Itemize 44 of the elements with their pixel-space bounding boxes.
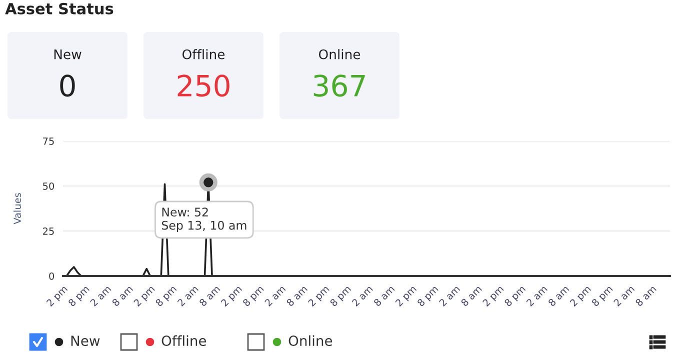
- x-tick-label: 8 am: [460, 285, 482, 307]
- text: 0: [60, 74, 75, 97]
- legend-label: Offline: [162, 335, 206, 346]
- x-tick-label: 8 am: [286, 285, 308, 307]
- text: Online: [318, 49, 360, 60]
- y-tick-label: 75: [43, 138, 54, 145]
- x-tick-label: 2 am: [526, 285, 548, 307]
- x-tick-label: 2 am: [351, 285, 374, 307]
- x-tick-label: 2 pm: [220, 285, 244, 308]
- x-tick-label: 2 am: [90, 285, 112, 307]
- x-tick-label: 2 pm: [569, 285, 592, 308]
- text: New: [54, 50, 82, 60]
- x-tick-label: 2 am: [177, 285, 199, 307]
- x-tick-label: 8 pm: [504, 285, 528, 308]
- x-tick-label: 2 pm: [308, 285, 331, 308]
- x-tick-label: 8 pm: [329, 285, 353, 308]
- x-tick-label: 2 am: [438, 285, 460, 307]
- x-tick-label: 8 am: [112, 285, 134, 307]
- x-tick-label: 8 pm: [155, 285, 178, 308]
- x-tick-label: 8 pm: [68, 285, 91, 308]
- x-tick-label: 2 pm: [133, 285, 156, 308]
- annotation: New: 52 Sep 13, 10 am: [162, 208, 246, 232]
- x-tick-label: 8 pm: [242, 285, 266, 308]
- y-tick-label: 25: [43, 227, 54, 235]
- text: Asset Status: [5, 2, 114, 14]
- text: 367: [314, 74, 365, 97]
- text: 250: [178, 74, 230, 97]
- x-tick-label: 8 pm: [416, 285, 440, 308]
- x-tick-label: 2 am: [264, 285, 286, 307]
- x-tick-label: 8 pm: [591, 285, 614, 308]
- x-tick-label: 8 am: [198, 285, 220, 307]
- x-tick-label: 2 am: [613, 285, 635, 307]
- x-tick-label: 2 pm: [482, 285, 506, 308]
- x-tick-label: 2 pm: [46, 285, 70, 308]
- x-tick-label: 8 am: [634, 285, 657, 307]
- x-tick-label: 8 am: [373, 285, 395, 307]
- text: Offline: [182, 49, 225, 60]
- x-tick-label: 8 am: [548, 285, 570, 307]
- y-axis-title: Values: [13, 193, 21, 224]
- legend-label: Online: [288, 335, 332, 346]
- y-tick-label: 50: [43, 182, 54, 190]
- y-tick-label: 0: [49, 272, 54, 280]
- legend-label: New: [71, 336, 100, 346]
- x-tick-label: 2 pm: [394, 285, 418, 308]
